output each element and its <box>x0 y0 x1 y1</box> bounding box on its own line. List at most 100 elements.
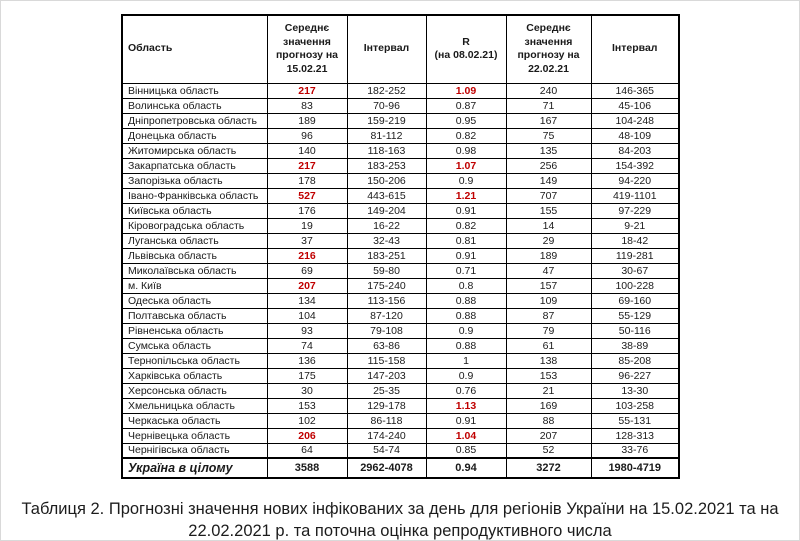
cell-mean-22: 149 <box>505 172 592 189</box>
cell-r-value: 0.95 <box>425 112 507 129</box>
cell-interval-22: 85-208 <box>590 352 680 369</box>
cell-mean-15: 69 <box>266 262 348 279</box>
total-row: Україна в цілому 3588 2962-4078 0.94 327… <box>121 457 680 479</box>
cell-interval-15: 443-615 <box>346 187 427 204</box>
cell-interval-15: 87-120 <box>346 307 427 324</box>
cell-mean-22: 29 <box>505 232 592 249</box>
cell-region: Івано-Франківська область <box>121 187 268 204</box>
column-header-mean-15: Середнє значення прогнозу на 15.02.21 <box>266 14 348 84</box>
cell-region: м. Київ <box>121 277 268 294</box>
cell-r-value: 0.87 <box>425 97 507 114</box>
table-row: Сумська область 74 63-86 0.88 61 38-89 <box>121 337 680 354</box>
forecast-table: Область Середнє значення прогнозу на 15.… <box>121 14 680 479</box>
table-row: Чернівецька область 206 174-240 1.04 207 128-… <box>121 427 680 444</box>
cell-r-value: 0.82 <box>425 217 507 234</box>
cell-mean-15: 136 <box>266 352 348 369</box>
cell-mean-15: 176 <box>266 202 348 219</box>
cell-region: Донецька область <box>121 127 268 144</box>
cell-total-interval-22: 1980-4719 <box>590 457 680 479</box>
cell-mean-15: 102 <box>266 412 348 429</box>
cell-region: Хмельницька область <box>121 397 268 414</box>
cell-interval-15: 63-86 <box>346 337 427 354</box>
cell-r-value: 0.98 <box>425 142 507 159</box>
cell-interval-15: 174-240 <box>346 427 427 444</box>
cell-mean-22: 79 <box>505 322 592 339</box>
cell-interval-22: 103-258 <box>590 397 680 414</box>
cell-r-value: 0.76 <box>425 382 507 399</box>
cell-mean-22: 14 <box>505 217 592 234</box>
cell-mean-15: 178 <box>266 172 348 189</box>
cell-mean-22: 707 <box>505 187 592 204</box>
cell-region: Рівненська область <box>121 322 268 339</box>
cell-r-value: 0.88 <box>425 337 507 354</box>
cell-mean-15: 217 <box>266 157 348 174</box>
cell-interval-15: 113-156 <box>346 292 427 309</box>
table-header: Область Середнє значення прогнозу на 15.… <box>121 14 680 84</box>
column-header-interval-15: Інтервал <box>346 14 427 84</box>
table-row: Донецька область 96 81-112 0.82 75 48-109 <box>121 127 680 144</box>
cell-r-value: 1.09 <box>425 82 507 99</box>
cell-interval-22: 13-30 <box>590 382 680 399</box>
cell-interval-22: 50-116 <box>590 322 680 339</box>
cell-mean-22: 75 <box>505 127 592 144</box>
table-row: Рівненська область 93 79-108 0.9 79 50-116 <box>121 322 680 339</box>
cell-mean-15: 104 <box>266 307 348 324</box>
header-row: Область Середнє значення прогнозу на 15.… <box>121 14 680 84</box>
cell-interval-22: 146-365 <box>590 82 680 99</box>
cell-region: Чернігівська область <box>121 442 268 459</box>
cell-interval-15: 159-219 <box>346 112 427 129</box>
cell-interval-15: 183-251 <box>346 247 427 264</box>
cell-mean-22: 21 <box>505 382 592 399</box>
cell-mean-15: 19 <box>266 217 348 234</box>
cell-mean-15: 134 <box>266 292 348 309</box>
cell-interval-15: 59-80 <box>346 262 427 279</box>
cell-mean-15: 83 <box>266 97 348 114</box>
cell-mean-22: 157 <box>505 277 592 294</box>
cell-r-value: 0.82 <box>425 127 507 144</box>
cell-region: Полтавська область <box>121 307 268 324</box>
cell-r-value: 0.88 <box>425 307 507 324</box>
cell-interval-15: 70-96 <box>346 97 427 114</box>
cell-mean-22: 138 <box>505 352 592 369</box>
cell-interval-15: 182-252 <box>346 82 427 99</box>
table-body: Вінницька область 217 182-252 1.09 240 146-36… <box>121 82 680 459</box>
cell-mean-22: 189 <box>505 247 592 264</box>
cell-r-value: 0.91 <box>425 202 507 219</box>
cell-region: Київська область <box>121 202 268 219</box>
cell-mean-22: 169 <box>505 397 592 414</box>
cell-region: Чернівецька область <box>121 427 268 444</box>
cell-interval-22: 55-131 <box>590 412 680 429</box>
table-row: Луганська область 37 32-43 0.81 29 18-42 <box>121 232 680 249</box>
cell-r-value: 0.85 <box>425 442 507 459</box>
table-row: м. Київ 207 175-240 0.8 157 100-228 <box>121 277 680 294</box>
cell-mean-15: 140 <box>266 142 348 159</box>
table-footer: Україна в цілому 3588 2962-4078 0.94 327… <box>121 457 680 479</box>
cell-interval-22: 97-229 <box>590 202 680 219</box>
cell-mean-22: 52 <box>505 442 592 459</box>
cell-region: Миколаївська область <box>121 262 268 279</box>
table-row: Київська область 176 149-204 0.91 155 97-229 <box>121 202 680 219</box>
cell-r-value: 0.91 <box>425 247 507 264</box>
cell-mean-22: 47 <box>505 262 592 279</box>
cell-r-value: 1.13 <box>425 397 507 414</box>
cell-interval-15: 54-74 <box>346 442 427 459</box>
table-row: Черкаська область 102 86-118 0.91 88 55-131 <box>121 412 680 429</box>
cell-r-value: 1.04 <box>425 427 507 444</box>
cell-mean-15: 93 <box>266 322 348 339</box>
cell-mean-22: 61 <box>505 337 592 354</box>
cell-total-interval-15: 2962-4078 <box>346 457 427 479</box>
cell-region: Сумська область <box>121 337 268 354</box>
cell-total-r: 0.94 <box>425 457 507 479</box>
cell-interval-22: 55-129 <box>590 307 680 324</box>
cell-region: Закарпатська область <box>121 157 268 174</box>
cell-region: Кіровоградська область <box>121 217 268 234</box>
cell-interval-22: 154-392 <box>590 157 680 174</box>
cell-mean-22: 135 <box>505 142 592 159</box>
cell-interval-22: 38-89 <box>590 337 680 354</box>
cell-region: Луганська область <box>121 232 268 249</box>
cell-region: Дніпропетровська область <box>121 112 268 129</box>
table-row: Івано-Франківська область 527 443-615 1.21 7… <box>121 187 680 204</box>
column-header-mean-22: Середнє значення прогнозу на 22.02.21 <box>505 14 592 84</box>
table-row: Одеська область 134 113-156 0.88 109 69-160 <box>121 292 680 309</box>
